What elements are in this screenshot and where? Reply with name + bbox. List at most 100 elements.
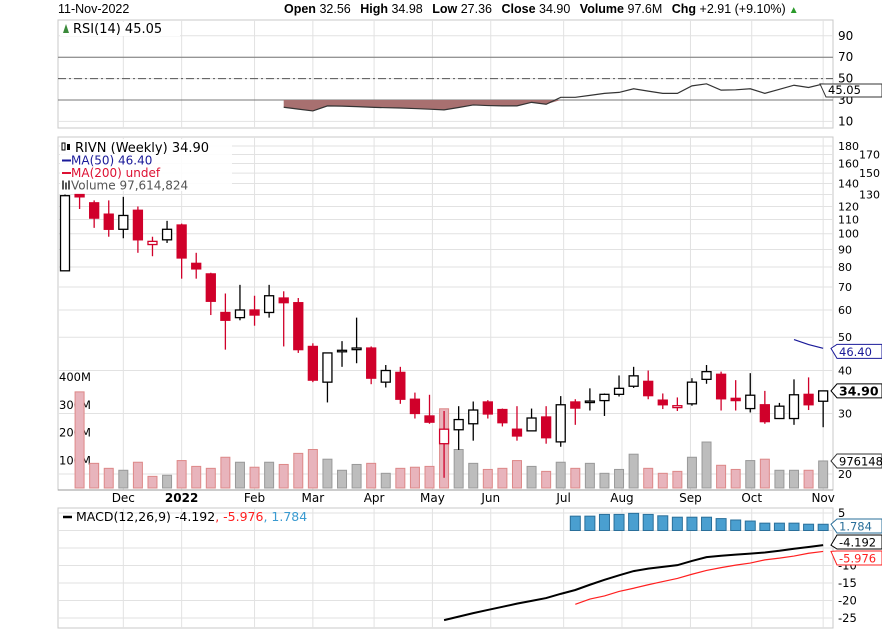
- candle-body: [774, 405, 785, 420]
- candle-body: [351, 347, 362, 351]
- price-legend-item: MA(200) undef: [71, 166, 161, 180]
- volume-bar: [672, 470, 683, 489]
- macd-histogram-bar: [671, 516, 683, 532]
- candle-body: [59, 195, 71, 272]
- candle-body: [701, 370, 712, 381]
- macd-line: [443, 544, 824, 622]
- macd-histogram-bar: [584, 515, 596, 532]
- volume-bar: [322, 458, 333, 489]
- macd-value-tag: [830, 534, 882, 550]
- volume-bar: [584, 462, 595, 489]
- macd-legend-macd-value: -4.192: [175, 509, 215, 524]
- macd-histogram-bar: [759, 522, 771, 532]
- price-tick-label: 80: [838, 261, 852, 274]
- rsi-line: [283, 83, 824, 112]
- rsi-legend-bg: [60, 22, 180, 36]
- volume-bar: [89, 462, 100, 489]
- candle-body: [686, 381, 698, 405]
- volume-bar: [555, 461, 566, 489]
- candle-body: [191, 262, 202, 270]
- candle-body: [599, 393, 610, 402]
- candle-body: [322, 352, 333, 383]
- macd-tick-label: -20: [838, 594, 857, 608]
- macd-histogram-bar: [730, 519, 742, 531]
- legend-candlestick-icon: [67, 144, 70, 150]
- candle-body: [482, 401, 493, 415]
- volume-bar: [657, 472, 668, 489]
- candle-body: [336, 349, 348, 353]
- volume-value-tag: [830, 453, 882, 469]
- ma50-value-tag-text: 46.40: [839, 345, 872, 359]
- candle-body: [643, 380, 654, 397]
- candle-body: [715, 373, 727, 400]
- candle-body: [730, 397, 741, 402]
- signal-value-tag: [830, 550, 882, 566]
- candle-body: [745, 394, 756, 410]
- volume-bar: [337, 469, 348, 489]
- volume-bar: [278, 463, 289, 489]
- x-axis-label: Mar: [302, 491, 325, 505]
- volume-bar: [482, 468, 493, 489]
- macd-legend: MACD(12,26,9) -4.192, -5.976, 1.784: [76, 509, 307, 524]
- price-tick-label: 20: [838, 468, 852, 481]
- ma50-line: [793, 339, 824, 349]
- volume-bar: [803, 469, 814, 489]
- volume-bar: [424, 465, 435, 489]
- volume-bar: [701, 441, 712, 489]
- macd-tick-label: -15: [838, 576, 857, 590]
- macd-histogram-bar: [788, 522, 800, 532]
- price-legend-item: Volume 97,614,824: [71, 179, 188, 193]
- candle-body: [424, 415, 435, 423]
- volume-bar: [716, 464, 727, 489]
- x-axis-label: Oct: [741, 491, 762, 505]
- close-value: 34.90: [539, 2, 571, 16]
- x-axis-label: Sep: [679, 491, 702, 505]
- volume-bar: [818, 460, 829, 489]
- macd-histogram-bar: [642, 513, 654, 532]
- price-tick-label: 150: [859, 167, 880, 180]
- close-price-tag: [830, 383, 882, 399]
- price-tick-label: 140: [838, 177, 859, 190]
- candle-body: [540, 416, 552, 439]
- macd-histogram-bar: [744, 520, 756, 531]
- candle-body: [249, 309, 260, 316]
- quote-date: 11-Nov-2022: [58, 2, 130, 16]
- candle-body: [438, 428, 450, 445]
- x-axis-label: May: [420, 491, 445, 505]
- price-tick-label: 90: [838, 243, 852, 256]
- volume-bar: [614, 468, 625, 489]
- volume-bar: [643, 467, 654, 489]
- macd-histogram-bar: [657, 515, 669, 531]
- high-label: High: [360, 2, 388, 16]
- candle-body: [161, 228, 173, 241]
- volume-bar: [220, 456, 231, 489]
- histogram-value-tag: [830, 518, 882, 534]
- volume-bar: [570, 467, 581, 489]
- price-legend-item: MA(50) 46.40: [71, 154, 152, 168]
- x-axis-label: Nov: [811, 491, 834, 505]
- volume-bar: [599, 472, 610, 489]
- volume-bar: [264, 461, 275, 489]
- candle-body: [307, 345, 319, 381]
- volume-bar: [686, 456, 697, 489]
- macd-histogram-bar: [773, 522, 785, 532]
- candle-body: [220, 311, 231, 321]
- signal-line: [575, 550, 824, 605]
- price-tick-label: 170: [859, 148, 880, 161]
- volume-bar: [205, 467, 216, 489]
- x-axis-label: Jun: [480, 491, 500, 505]
- rsi-icon: [63, 24, 69, 33]
- candle-body: [176, 224, 187, 259]
- price-tick-label: 110: [838, 213, 859, 226]
- price-tick-label: 50: [838, 331, 852, 344]
- candle-body: [89, 202, 100, 219]
- macd-histogram-bar: [817, 523, 829, 531]
- candle-body: [234, 309, 246, 319]
- volume-bar: [176, 460, 187, 489]
- low-value: 27.36: [460, 2, 492, 16]
- macd-legend-hist-value: , 1.784: [263, 509, 307, 524]
- volume-bar: [453, 448, 464, 489]
- candle-body: [380, 369, 391, 383]
- macd-histogram-bar: [803, 523, 815, 532]
